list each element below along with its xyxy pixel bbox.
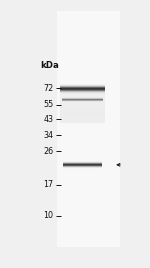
Bar: [60, 87, 105, 93]
Bar: [60, 193, 105, 199]
Bar: [60, 17, 105, 23]
Bar: [60, 88, 105, 89]
Bar: [60, 84, 105, 85]
Bar: [60, 93, 105, 99]
Bar: [60, 52, 105, 58]
Text: kDa: kDa: [40, 61, 59, 70]
Bar: [57, 11, 120, 247]
Text: 26: 26: [43, 147, 53, 156]
Bar: [60, 123, 105, 129]
Bar: [60, 46, 105, 52]
Bar: [60, 76, 105, 81]
Bar: [60, 81, 105, 87]
Bar: [60, 111, 105, 117]
Bar: [60, 99, 105, 105]
Bar: [60, 28, 105, 34]
Bar: [60, 188, 105, 193]
Bar: [60, 164, 105, 170]
Bar: [60, 205, 105, 211]
Bar: [60, 158, 105, 164]
Text: 55: 55: [43, 100, 53, 109]
Bar: [60, 182, 105, 188]
Bar: [60, 23, 105, 28]
Bar: [60, 90, 105, 91]
Bar: [60, 241, 105, 247]
Bar: [60, 93, 105, 94]
Bar: [60, 85, 105, 86]
Bar: [60, 86, 105, 87]
Bar: [60, 87, 105, 88]
Bar: [60, 235, 105, 241]
Bar: [60, 170, 105, 176]
Bar: [60, 129, 105, 135]
Bar: [60, 146, 105, 152]
Bar: [60, 64, 105, 70]
Bar: [60, 70, 105, 76]
Bar: [60, 152, 105, 158]
Bar: [60, 211, 105, 217]
Bar: [60, 140, 105, 146]
Bar: [60, 217, 105, 223]
Bar: [60, 176, 105, 182]
Text: 43: 43: [43, 115, 53, 124]
Bar: [60, 92, 105, 93]
Bar: [60, 117, 105, 123]
Text: 72: 72: [43, 84, 53, 93]
Bar: [60, 89, 105, 90]
Bar: [60, 58, 105, 64]
Bar: [60, 223, 105, 229]
Bar: [60, 40, 105, 46]
Text: 10: 10: [43, 211, 53, 220]
Bar: [60, 105, 105, 111]
Bar: [60, 229, 105, 235]
Bar: [60, 135, 105, 140]
Bar: [60, 11, 105, 17]
Bar: [60, 91, 105, 92]
Bar: [60, 34, 105, 40]
Text: 34: 34: [43, 131, 53, 140]
Text: 17: 17: [43, 180, 53, 189]
Bar: [60, 199, 105, 205]
